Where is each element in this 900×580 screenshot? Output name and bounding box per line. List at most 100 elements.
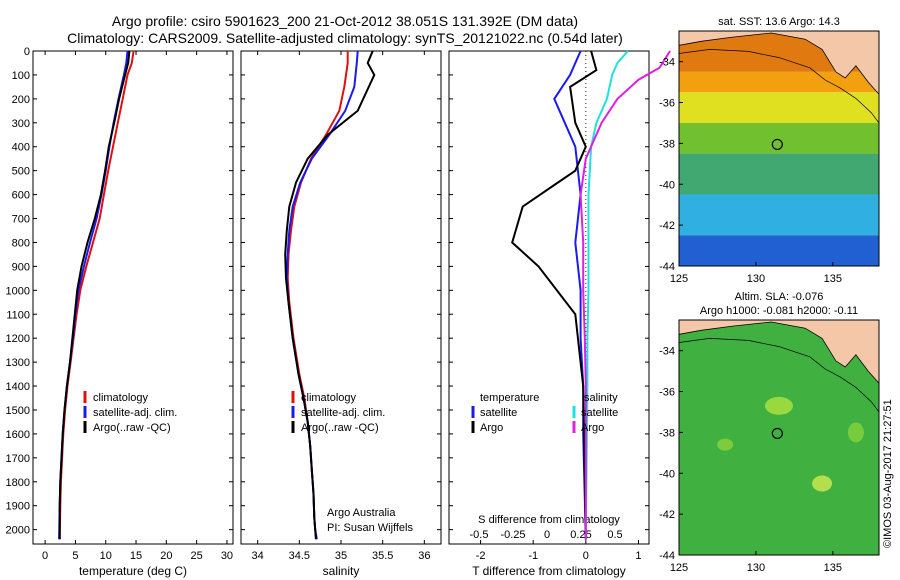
map-title: Altim. SLA: -0.076 — [735, 291, 824, 303]
x-tick-label: 1 — [635, 550, 641, 562]
y-tick-label: -42 — [659, 509, 675, 521]
map-field — [679, 320, 879, 555]
map-color-band — [679, 122, 879, 154]
panel-temperature: 0100200300400500600700800900100011001200… — [6, 46, 234, 578]
land-mass — [679, 31, 879, 95]
y-tick-label: 1000 — [6, 285, 30, 297]
map-frame — [678, 319, 880, 556]
series-line-argorawqc — [284, 50, 376, 540]
legend-title: salinity — [584, 392, 618, 404]
series-line-salinity-satellite — [584, 50, 629, 540]
y-tick-label: 400 — [12, 142, 30, 154]
sla-anomaly-patch — [765, 396, 793, 415]
y-tick-label: 1400 — [6, 381, 30, 393]
x-tick-label: 34.5 — [289, 550, 310, 562]
annotation-text: PI: Susan Wijffels — [327, 522, 413, 534]
x-tick-label: 34 — [252, 550, 264, 562]
annotation-text: Argo Australia — [327, 507, 396, 519]
sla-anomaly-patch — [717, 438, 734, 451]
y-tick-label: 600 — [12, 190, 30, 202]
x-tick-label: 0 — [583, 550, 589, 562]
y-tick-label: 1700 — [6, 453, 30, 465]
x-tick-label: 15 — [130, 550, 142, 562]
argo-location-marker — [771, 138, 783, 151]
x-tick-label: 35.5 — [372, 550, 393, 562]
x-axis-label: T difference from climatology — [472, 564, 626, 578]
x-tick-label: 130 — [747, 562, 765, 574]
plot-layer: 0100200300400500600700800900100011001200… — [6, 16, 880, 578]
figure-title-line2: Climatology: CARS2009. Satellite-adjuste… — [67, 30, 623, 46]
x-tick-label: 135 — [824, 273, 842, 285]
y-tick-label: -44 — [659, 550, 675, 562]
x-axis-label: salinity — [323, 564, 360, 578]
legend-label: Argo(..raw -QC) — [93, 422, 171, 434]
depth-contour — [679, 338, 879, 413]
legend-label: satellite-adj. clim. — [301, 407, 385, 419]
axes-box — [32, 50, 234, 545]
credit-text: ©IMOS 03-Aug-2017 21:27:51 — [882, 399, 894, 548]
legend-label: satellite-adj. clim. — [93, 407, 177, 419]
x-tick-label: 125 — [670, 562, 688, 574]
argo-location-marker — [771, 427, 783, 440]
y-tick-label: 0 — [24, 46, 30, 58]
x-tick-label: 130 — [747, 273, 765, 285]
series-line-salinity-argo — [579, 50, 671, 540]
y-tick-label: 1500 — [6, 405, 30, 417]
series-line-argorawqc — [58, 50, 131, 540]
x-tick-label: 5 — [72, 550, 78, 562]
x-tick-label: 36 — [418, 550, 430, 562]
map-color-band — [679, 71, 879, 93]
y-tick-label: -34 — [659, 346, 675, 358]
x-tick-label: 0 — [42, 550, 48, 562]
y-tick-label: 1200 — [6, 333, 30, 345]
y-tick-label: -36 — [659, 387, 675, 399]
legend-label: Argo — [581, 422, 604, 434]
y-tick-label: 800 — [12, 237, 30, 249]
y-tick-label: -38 — [659, 427, 675, 439]
legend-label: satellite — [480, 407, 517, 419]
x-tick-label: 135 — [824, 562, 842, 574]
axes-box — [240, 50, 442, 545]
x-tick-label: -1 — [528, 550, 538, 562]
map-color-band — [679, 92, 879, 123]
y-tick-label: -34 — [659, 57, 675, 69]
y-tick-label: 300 — [12, 118, 30, 130]
panel-difference: -2 -1 0 1 -0.5 -0.25 0 0.25 0.5 S difference from… — [448, 50, 671, 578]
y-tick-label: 1600 — [6, 429, 30, 441]
figure-title-line1: Argo profile: csiro 5901623_200 21-Oct-2… — [112, 13, 578, 29]
legend-title: temperature — [480, 392, 539, 404]
y-tick-label: -44 — [659, 261, 675, 273]
x-axis-label: temperature (deg C) — [79, 564, 187, 578]
legend-label: climatology — [93, 392, 149, 404]
y-tick-label: -42 — [659, 220, 675, 232]
x-tick-label: 20 — [160, 550, 172, 562]
legend-label: Argo(..raw -QC) — [301, 422, 379, 434]
x-tick-label-salinity: 0.25 — [570, 529, 591, 541]
y-tick-label: 2000 — [6, 525, 30, 537]
x-axis-label-top: S difference from climatology — [478, 514, 620, 526]
y-tick-label: -38 — [659, 138, 675, 150]
x-tick-label: -2 — [476, 550, 486, 562]
map-frame — [678, 30, 880, 267]
y-tick-label: -40 — [659, 179, 675, 191]
x-tick-label: 25 — [191, 550, 203, 562]
y-tick-label: 500 — [12, 166, 30, 178]
map-color-band — [679, 153, 879, 195]
x-tick-label-salinity: -0.5 — [470, 529, 489, 541]
sla-map: 125 130 135 -34 -36 -38 -40 -42 -44 Altim. SLA: -… — [659, 291, 880, 574]
y-tick-label: 700 — [12, 214, 30, 226]
x-tick-label-salinity: 0 — [544, 529, 550, 541]
sla-anomaly-patch — [812, 475, 833, 492]
y-tick-label: 1800 — [6, 477, 30, 489]
x-tick-label-salinity: -0.25 — [500, 529, 525, 541]
x-tick-label: 35 — [335, 550, 347, 562]
x-tick-label: 10 — [100, 550, 112, 562]
y-tick-label: 1100 — [6, 309, 30, 321]
sla-anomaly-patch — [847, 422, 864, 443]
land-mass — [679, 320, 879, 384]
y-tick-label: 100 — [12, 70, 30, 82]
y-tick-label: 200 — [12, 94, 30, 106]
map-title: sat. SST: 13.6 Argo: 14.3 — [718, 16, 840, 28]
